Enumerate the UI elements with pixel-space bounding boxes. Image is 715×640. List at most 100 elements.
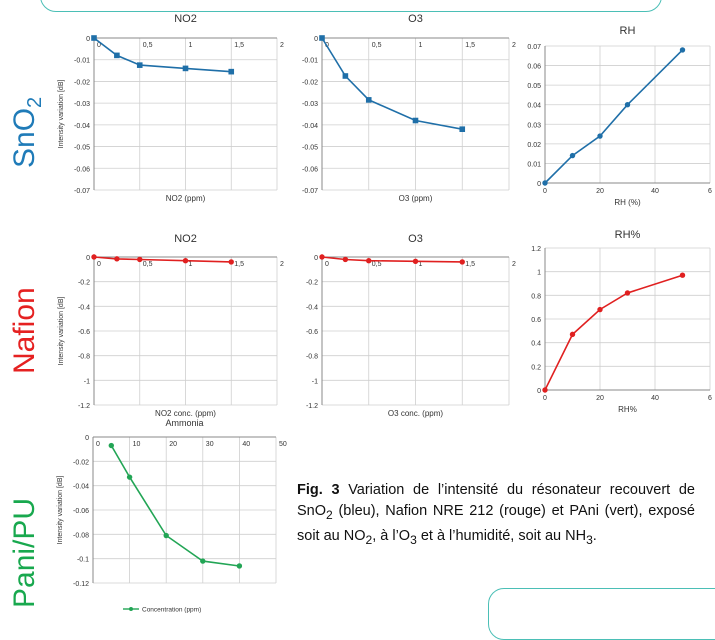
data-point — [542, 180, 548, 186]
y-tick-label: 0 — [86, 36, 90, 43]
x-tick-label: 0 — [96, 441, 100, 448]
data-point — [108, 442, 115, 449]
data-point — [91, 254, 97, 260]
y-tick-label: 0.6 — [531, 317, 541, 324]
y-tick-label: -0.2 — [78, 280, 90, 287]
chart-sno2-o3: 0-0.01-0.02-0.03-0.04-0.05-0.06-0.070 0,5… — [302, 13, 516, 203]
series-line — [544, 274, 683, 391]
legend-marker — [129, 607, 133, 611]
data-point — [136, 62, 143, 68]
x-tick-label: 1 — [419, 261, 423, 268]
y-tick-label: 0 — [314, 255, 318, 262]
chart-nafion-rh: 0 0.2 0.4 0.6 0.8 1 1.2 0 20 40 6 RH% RH% — [531, 229, 712, 414]
y-tick-label: 1 — [537, 270, 541, 277]
y-tick-label: -0.08 — [73, 532, 89, 539]
y-tick-label: -0.6 — [306, 329, 318, 336]
data-point — [182, 258, 189, 264]
x-tick-label: 0 — [543, 395, 547, 402]
y-tick-label: 0.4 — [531, 341, 541, 348]
chart-nafion-o3: 0 -0.2 -0.4 -0.6 -0.8 -1 -1.2 0 0,5 1 1,5 2 O3 O3 con… — [306, 233, 516, 418]
caption-fig-label: Fig. 3 — [297, 482, 340, 498]
data-point — [163, 532, 169, 539]
data-point — [228, 68, 235, 75]
y-tick-label: -1.2 — [306, 403, 318, 410]
y-tick-label: 0.07 — [527, 44, 541, 51]
data-point — [624, 290, 631, 296]
y-tick-label: -0.8 — [78, 354, 90, 361]
data-point — [365, 97, 372, 103]
x-tick-label: 20 — [596, 188, 604, 195]
x-tick-label: 2 — [512, 261, 516, 268]
data-point — [412, 117, 419, 124]
y-tick-label: 0.8 — [531, 293, 541, 300]
data-point — [200, 558, 206, 564]
x-tick-label: 20 — [169, 441, 177, 448]
data-point — [569, 331, 576, 338]
y-tick-label: -0.12 — [73, 581, 89, 588]
data-point — [459, 126, 466, 132]
data-point — [679, 47, 686, 53]
y-tick-label: 0.03 — [527, 122, 541, 129]
y-tick-label: -0.01 — [74, 58, 90, 65]
y-tick-label: -0.07 — [302, 188, 318, 195]
data-point — [597, 133, 603, 139]
x-tick-label: 2 — [512, 42, 516, 49]
y-tick-label: 0 — [314, 36, 318, 43]
x-tick-label: 0 — [543, 188, 547, 195]
data-point — [597, 306, 603, 313]
x-axis-label: RH (%) — [614, 198, 641, 207]
y-tick-label: -0.02 — [302, 79, 318, 86]
y-tick-label: 0 — [537, 388, 541, 395]
data-point — [342, 256, 349, 263]
y-tick-label: -1 — [84, 378, 90, 385]
chart-sno2-rh: 0 0.01 0.02 0.03 0.04 0.05 0.06 0.07 0 20 40 6 RH RH … — [527, 25, 712, 207]
y-tick-label: -0.8 — [306, 354, 318, 361]
y-tick-label: -0.03 — [74, 101, 90, 108]
y-tick-label: -0.02 — [73, 459, 89, 466]
data-point — [624, 102, 631, 108]
y-tick-label: -0.07 — [74, 188, 90, 195]
y-tick-label: -0.06 — [74, 166, 90, 173]
y-tick-label: -0.6 — [78, 329, 90, 336]
y-tick-label: 0 — [537, 181, 541, 188]
y-tick-label: 0.05 — [527, 83, 541, 90]
x-tick-label: 6 — [708, 395, 712, 402]
x-axis-label: RH% — [618, 405, 637, 414]
chart-title: NO2 — [174, 233, 197, 245]
chart-nafion-no2: 0 -0.2 -0.4 -0.6 -0.8 -1 -1.2 0 0,5 1 1,5 2 NO2 NO2 c… — [58, 233, 284, 418]
charts-canvas: 0 -0.01 -0.02 -0.03 -0.04 -0.05 -0.06 -0.07 0 0,5… — [57, 13, 712, 614]
y-axis-label: Intensity variation [dB] — [58, 297, 65, 366]
x-tick-label: 0,5 — [143, 42, 153, 49]
y-tick-label: -0.04 — [302, 123, 318, 130]
data-point — [228, 259, 234, 265]
data-point — [319, 254, 325, 260]
x-tick-label: 0,5 — [143, 261, 153, 268]
data-point — [412, 258, 419, 265]
x-tick-label: 1 — [419, 42, 423, 49]
data-point — [114, 52, 120, 59]
x-tick-label: 1 — [189, 261, 193, 268]
x-tick-label: 1,5 — [234, 42, 244, 49]
x-tick-label: 10 — [133, 441, 141, 448]
x-axis-label: O3 (ppm) — [399, 194, 433, 203]
data-point — [91, 35, 97, 41]
x-tick-label: 0 — [97, 42, 101, 49]
chart-title: RH — [620, 25, 636, 37]
x-axis-label: NO2 conc. (ppm) — [155, 409, 216, 418]
y-tick-label: -0.4 — [78, 304, 90, 311]
y-tick-label: 0.06 — [527, 64, 541, 71]
chart-title: Ammonia — [165, 418, 203, 428]
chart-title: RH% — [615, 229, 641, 241]
data-point — [542, 387, 548, 393]
x-axis-label: O3 conc. (ppm) — [388, 409, 443, 418]
x-axis-label: NO2 (ppm) — [166, 194, 206, 203]
x-tick-label: 40 — [651, 188, 659, 195]
x-tick-label: 1,5 — [234, 261, 244, 268]
y-axis-label: Intensity variation [dB] — [58, 80, 65, 149]
y-tick-label: -0.06 — [302, 166, 318, 173]
y-tick-label: -0.05 — [74, 145, 90, 152]
legend-label: Concentration (ppm) — [142, 607, 201, 614]
y-tick-label: 0.01 — [527, 161, 541, 168]
y-tick-label: -1 — [312, 378, 318, 385]
y-tick-label: -0.2 — [306, 280, 318, 287]
